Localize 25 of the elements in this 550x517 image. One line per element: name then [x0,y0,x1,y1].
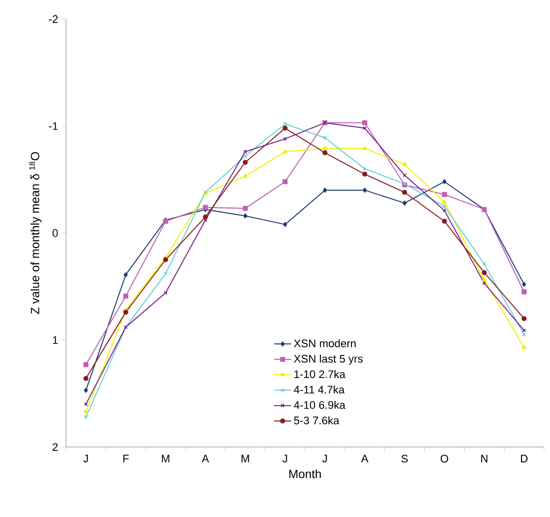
y-tick-label: 0 [52,229,58,237]
legend-label: 4-11 4.7ka [294,385,345,394]
x-tick-label: A [202,454,210,462]
x-tick-label: J [83,454,88,462]
y-tick-label: 2 [52,443,58,451]
legend-label: XSN last 5 yrs [294,354,363,365]
legend-label: XSN modern [294,339,356,348]
y-tick-label: -1 [48,122,58,130]
x-tick-label: F [123,454,129,462]
x-tick-label: M [242,454,249,462]
x-tick-label: J [282,454,287,462]
x-axis-title: Month [289,469,321,478]
x-tick-label: J [322,454,327,462]
x-tick-label: D [521,454,528,462]
x-tick-label: S [401,454,408,463]
x-tick-label: N [481,454,488,462]
legend-label: 1-10 2.7ka [294,370,346,378]
x-tick-label: O [440,454,448,463]
y-tick-label: -2 [48,15,58,23]
x-tick-label: A [361,454,368,462]
y-tick-label: 1 [52,336,58,344]
y-axis-title: Z value of monthly mean δ $^{18}$O [29,152,42,314]
legend-label: 4-10 6.9ka [294,400,346,409]
legend-label: 5-3 7.6ka [294,416,340,424]
x-tick-label: M [162,454,170,462]
